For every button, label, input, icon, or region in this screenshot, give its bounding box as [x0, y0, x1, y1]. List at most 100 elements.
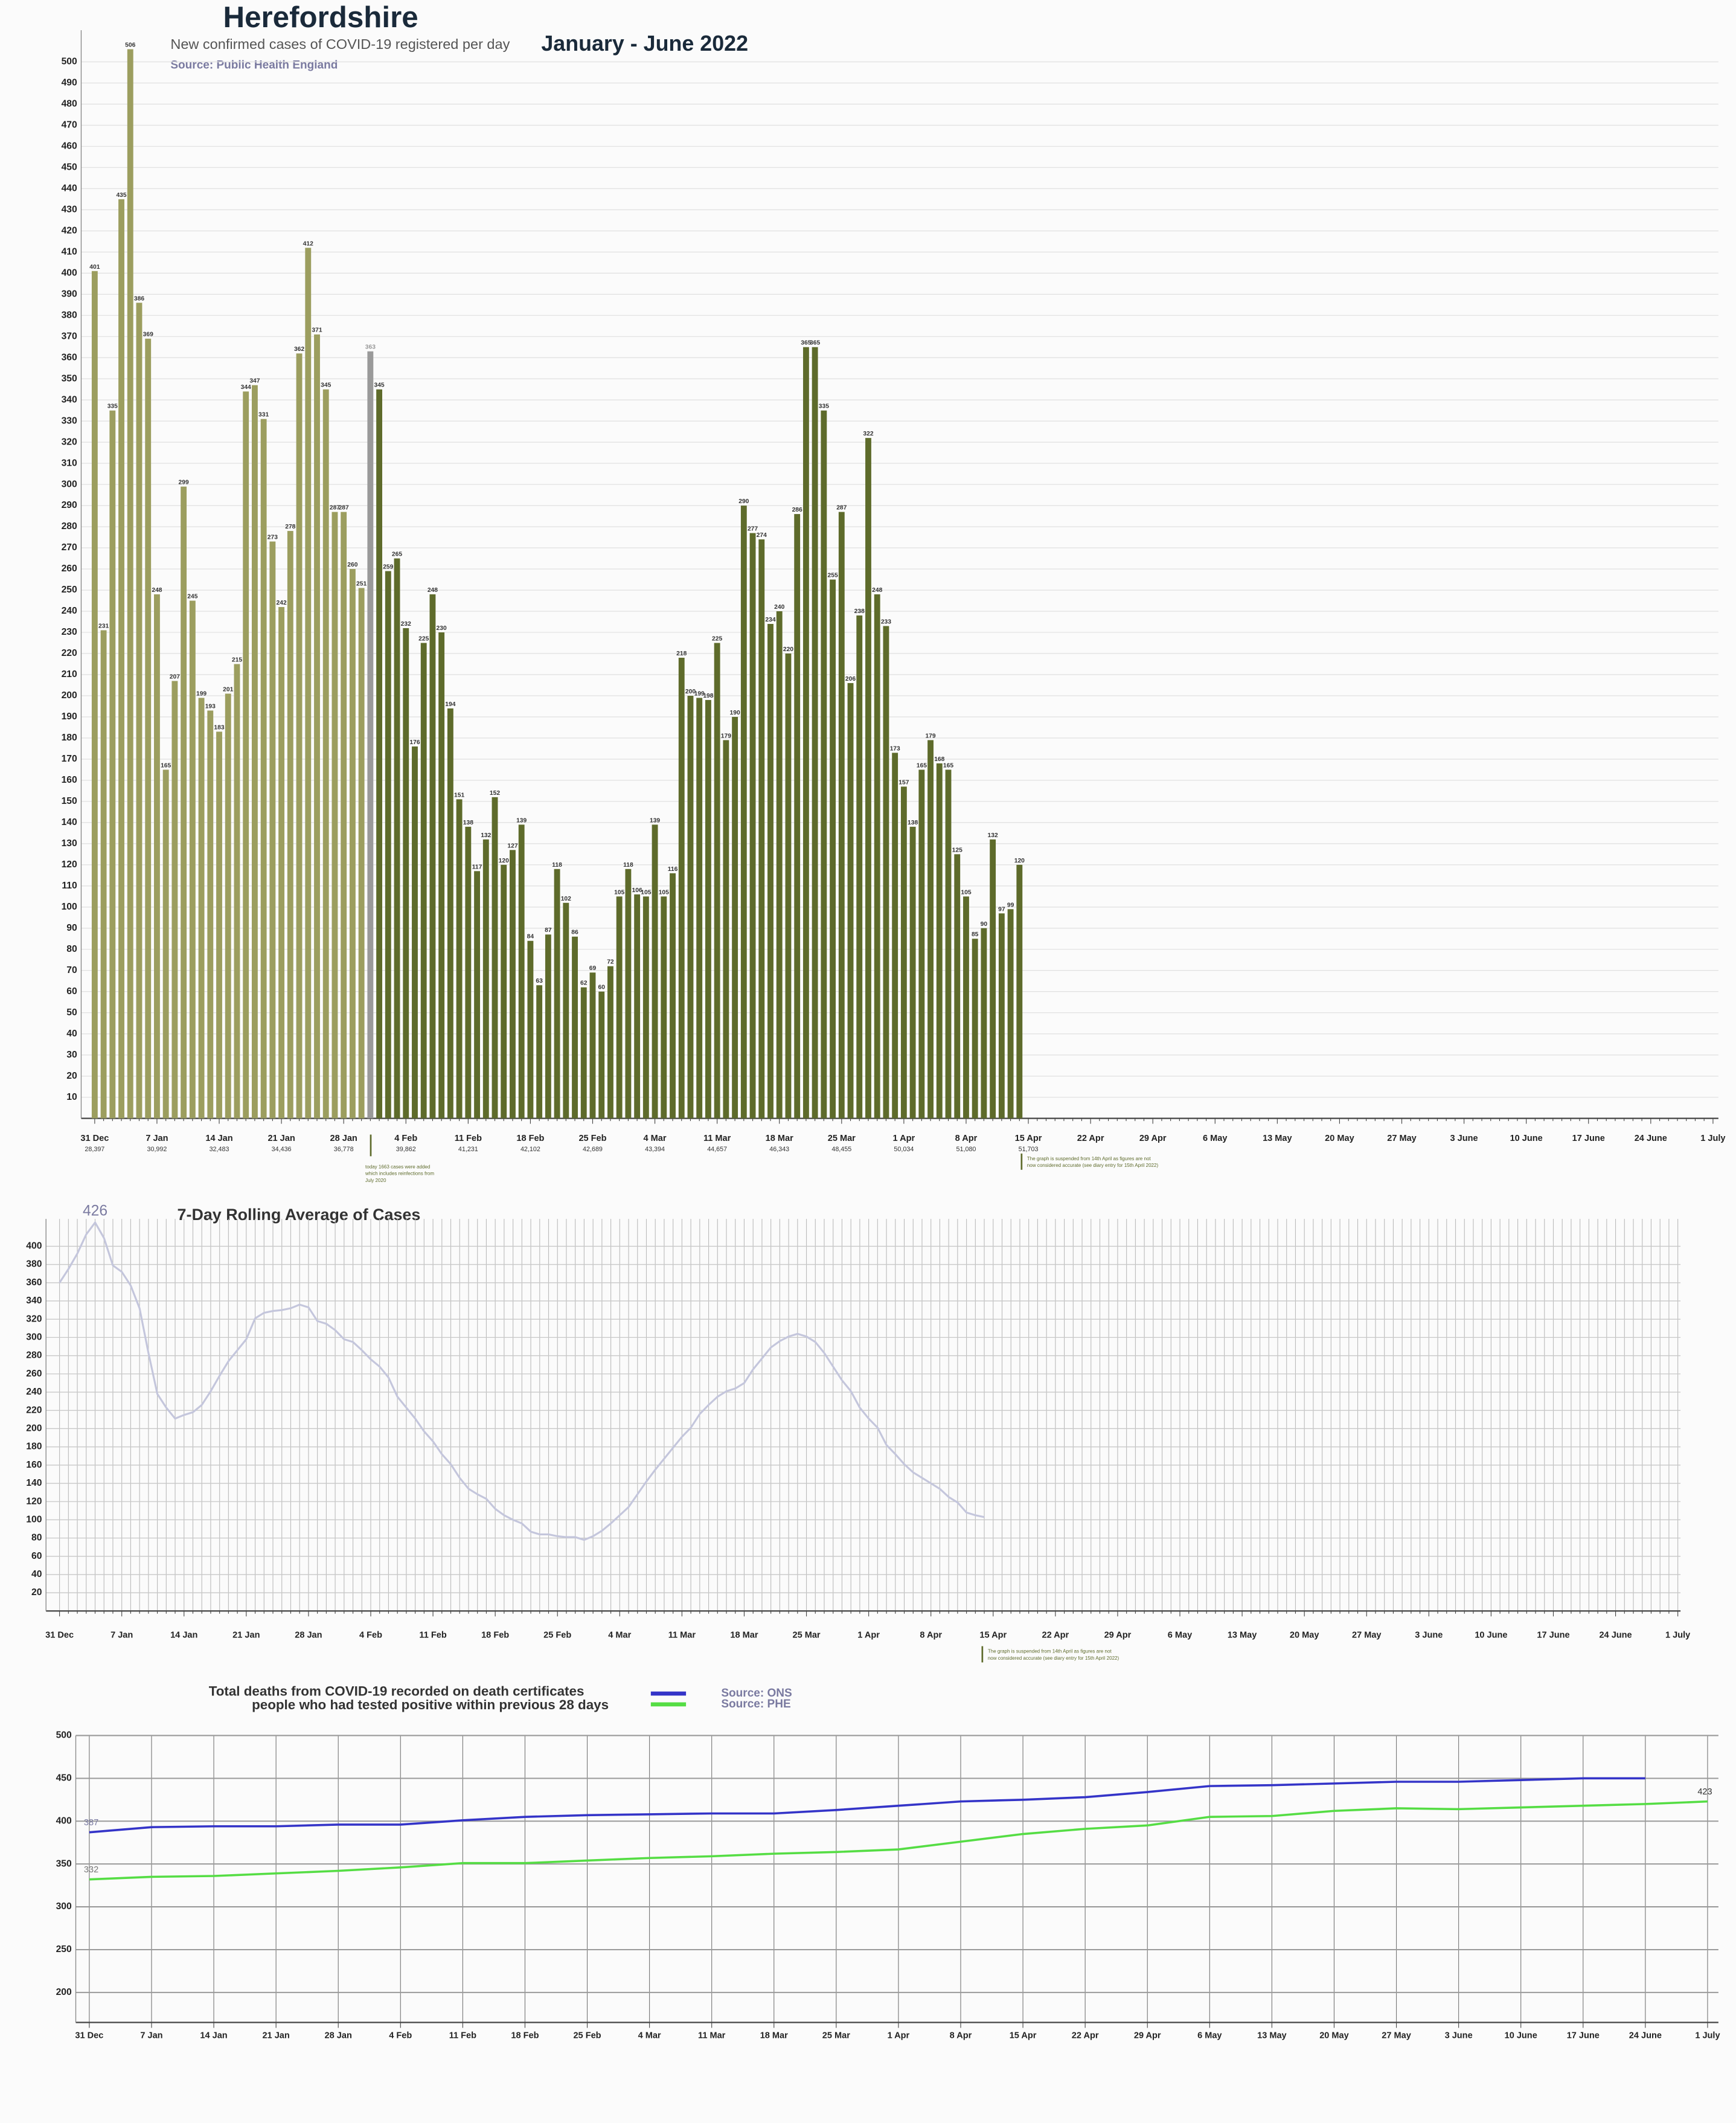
week-total-label: 51,080 — [956, 1146, 976, 1153]
bar-value-label: 240 — [774, 604, 784, 611]
x-tick-label: 11 Mar — [698, 2031, 726, 2041]
y-tick-label: 310 — [62, 458, 77, 468]
bar — [616, 896, 623, 1119]
week-total-label: 39,862 — [396, 1146, 416, 1153]
x-tick-label: 27 May — [1382, 2031, 1411, 2041]
bar — [812, 347, 818, 1119]
bar — [492, 797, 498, 1119]
bar — [652, 824, 658, 1119]
x-tick-label: 11 Feb — [449, 2031, 476, 2041]
x-tick-label: 31 Dec — [80, 1134, 109, 1143]
bar — [883, 626, 889, 1119]
bar — [225, 693, 231, 1119]
bar — [874, 594, 880, 1119]
y-tick-label: 50 — [66, 1007, 77, 1018]
y-tick-label: 350 — [62, 373, 77, 384]
y-tick-label: 280 — [26, 1351, 42, 1361]
y-tick-label: 190 — [62, 711, 77, 722]
x-tick-label: 25 Feb — [573, 2031, 601, 2041]
bar-value-label: 242 — [277, 600, 287, 606]
x-tick-label: 10 June — [1505, 2031, 1537, 2041]
x-tick-label: 17 June — [1567, 2031, 1600, 2041]
bar-value-label: 206 — [845, 676, 856, 683]
bar-value-label: 165 — [917, 762, 927, 769]
bar-value-label: 215 — [232, 657, 242, 663]
x-tick-label: 3 June — [1450, 1134, 1478, 1143]
y-tick-label: 100 — [62, 902, 77, 912]
bar-value-label: 85 — [972, 931, 979, 938]
x-tick-label: 14 Jan — [200, 2031, 227, 2041]
x-tick-label: 17 June — [1537, 1630, 1569, 1640]
bar — [821, 410, 827, 1119]
bar-value-label: 62 — [580, 980, 588, 987]
bar — [305, 248, 312, 1119]
x-tick-label: 27 May — [1352, 1630, 1382, 1640]
series-line — [89, 1800, 1708, 1881]
bar — [856, 615, 863, 1119]
y-tick-label: 70 — [66, 965, 77, 975]
y-tick-label: 30 — [66, 1050, 77, 1060]
x-tick-label: 1 Apr — [888, 2031, 910, 2041]
bar — [118, 199, 124, 1119]
x-tick-label: 28 Jan — [295, 1630, 322, 1640]
bar — [642, 896, 649, 1119]
bar — [981, 928, 987, 1119]
bar — [189, 600, 196, 1119]
bar — [900, 786, 907, 1119]
bar-value-label: 97 — [998, 906, 1005, 913]
bar-value-label: 277 — [748, 526, 758, 533]
y-tick-label: 360 — [62, 352, 77, 362]
x-tick-label: 21 Jan — [232, 1630, 260, 1640]
y-tick-label: 350 — [56, 1858, 72, 1869]
y-tick-label: 380 — [62, 310, 77, 320]
week-total-label: 48,455 — [831, 1146, 851, 1153]
bar-value-label: 105 — [641, 889, 651, 896]
bar-value-label: 183 — [214, 724, 224, 731]
x-tick-label: 27 May — [1387, 1134, 1417, 1143]
bar — [429, 594, 436, 1119]
bar — [972, 939, 978, 1119]
bar-value-label: 176 — [409, 739, 420, 746]
bar-value-label: 412 — [303, 240, 313, 247]
x-tick-label: 24 June — [1635, 1134, 1667, 1143]
y-tick-label: 180 — [62, 733, 77, 743]
y-tick-label: 260 — [26, 1369, 42, 1379]
note-text: now considered accurate (see diary entry… — [988, 1656, 1119, 1661]
x-tick-label: 20 May — [1319, 2031, 1349, 2041]
bar-value-label: 199 — [196, 690, 207, 697]
bar — [589, 972, 596, 1119]
x-tick-label: 28 Jan — [330, 1134, 357, 1143]
bar-value-label: 117 — [472, 864, 482, 870]
week-total-label: 51,703 — [1019, 1146, 1039, 1153]
bar-value-label: 287 — [339, 505, 349, 512]
y-tick-label: 10 — [66, 1092, 77, 1102]
week-total-label: 41,231 — [458, 1146, 478, 1153]
note-text: which includes reinfections from — [365, 1171, 434, 1177]
x-tick-label: 4 Mar — [608, 1630, 631, 1640]
bar — [91, 271, 98, 1119]
x-tick-label: 22 Apr — [1042, 1630, 1069, 1640]
x-tick-label: 18 Mar — [730, 1630, 758, 1640]
bar — [625, 869, 632, 1119]
bar-value-label: 151 — [454, 792, 464, 798]
bar — [394, 558, 400, 1119]
bar-value-label: 201 — [223, 686, 233, 693]
bar — [802, 347, 809, 1119]
bar — [278, 607, 285, 1119]
x-tick-label: 18 Feb — [511, 2031, 539, 2041]
bar-value-label: 139 — [516, 817, 527, 824]
y-tick-label: 450 — [62, 162, 77, 173]
x-tick-label: 21 Jan — [262, 2031, 289, 2041]
bar — [936, 763, 943, 1119]
x-tick-label: 13 May — [1257, 2031, 1287, 2041]
y-tick-label: 300 — [56, 1901, 72, 1912]
legend-label: Source: PHE — [721, 1698, 790, 1710]
y-tick-label: 420 — [62, 225, 77, 236]
bar — [580, 987, 587, 1119]
bar-value-label: 259 — [383, 564, 393, 571]
y-tick-label: 160 — [62, 775, 77, 785]
x-tick-label: 22 Apr — [1077, 1134, 1104, 1143]
bar — [145, 338, 152, 1119]
bar-value-label: 179 — [721, 733, 731, 739]
x-tick-label: 25 Mar — [828, 1134, 856, 1143]
